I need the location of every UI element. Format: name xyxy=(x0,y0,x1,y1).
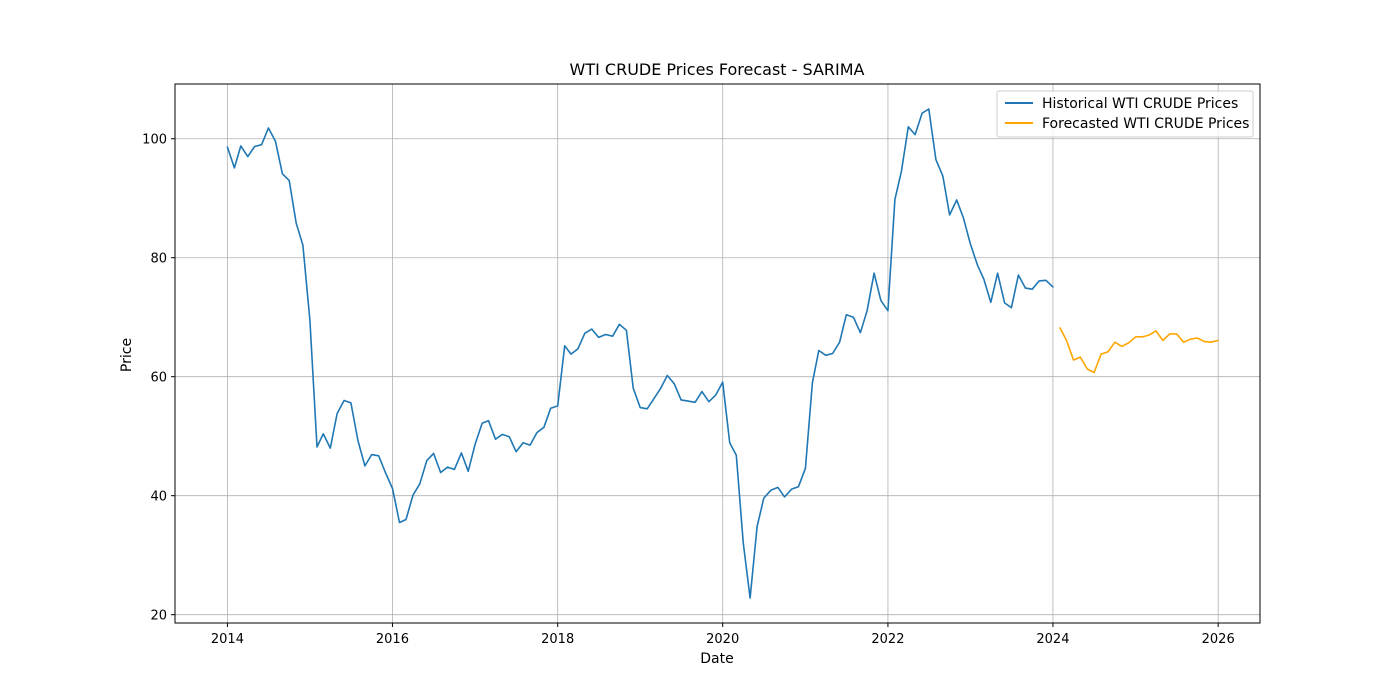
y-axis-title: Price xyxy=(119,338,135,372)
legend: Historical WTI CRUDE Prices Forecasted W… xyxy=(996,90,1254,138)
x-tick-label: 2024 xyxy=(1036,632,1069,647)
y-tick-label: 40 xyxy=(150,490,167,505)
y-tick-label: 80 xyxy=(150,252,167,267)
forecast-series-line xyxy=(1059,327,1219,374)
plot-frame xyxy=(174,83,1261,624)
x-tick-label: 2016 xyxy=(376,632,409,647)
grid xyxy=(175,84,1260,623)
chart-title: WTI CRUDE Prices Forecast - SARIMA xyxy=(570,60,865,79)
y-tick-label: 60 xyxy=(150,371,167,386)
y-tick-label: 100 xyxy=(142,133,167,148)
legend-label-historical: Historical WTI CRUDE Prices xyxy=(1042,96,1238,112)
x-axis-title: Date xyxy=(700,651,733,667)
historical-series-line xyxy=(226,108,1054,599)
legend-box xyxy=(996,90,1254,138)
y-tick-label: 20 xyxy=(150,609,167,624)
legend-label-forecast: Forecasted WTI CRUDE Prices xyxy=(1042,116,1249,132)
x-tick-label: 2020 xyxy=(706,632,739,647)
x-tick-label: 2018 xyxy=(541,632,574,647)
series-layer xyxy=(226,108,1219,599)
x-tick-label: 2022 xyxy=(871,632,904,647)
ticks: 2014 2016 2018 2020 2022 2024 2026 20 40 60 80 100 xyxy=(142,133,1235,647)
x-tick-label: 2014 xyxy=(211,632,244,647)
x-tick-label: 2026 xyxy=(1202,632,1235,647)
